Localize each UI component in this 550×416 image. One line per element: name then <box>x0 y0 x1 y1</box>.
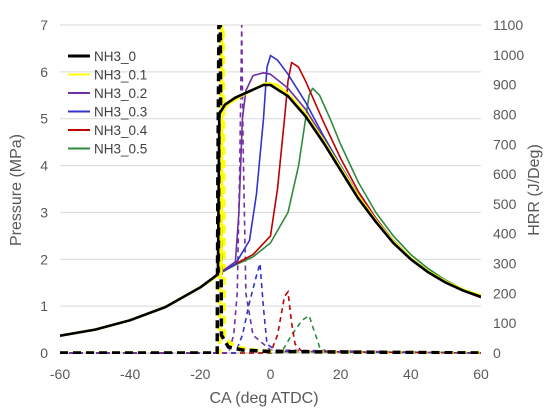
y2-tick-label: 600 <box>493 166 517 182</box>
y2-axis-title: HRR (J/Deg) <box>526 144 543 236</box>
y-tick-label: 2 <box>40 251 48 267</box>
y2-tick-label: 1000 <box>493 47 524 63</box>
tick-labels: -60 -40 -20 0 20 40 60012345670100200300400500… <box>40 17 524 382</box>
series-lines <box>60 25 481 354</box>
hrr-line-nh3-0-2 <box>60 25 481 354</box>
x-tick-label: -60 <box>50 366 70 382</box>
x-tick-label: -40 <box>120 366 140 382</box>
y2-tick-label: 700 <box>493 136 517 152</box>
y2-tick-label: 500 <box>493 196 517 212</box>
y2-tick-label: 1100 <box>493 17 523 33</box>
legend-label-nh3-0-2: NH3_0.2 <box>94 86 147 101</box>
y2-tick-label: 900 <box>493 77 517 93</box>
x-tick-label: 20 <box>333 366 349 382</box>
y2-tick-label: 200 <box>493 285 517 301</box>
y2-tick-label: 100 <box>493 315 517 331</box>
pressure-line-nh3-0-4 <box>60 61 481 337</box>
y-tick-label: 3 <box>40 204 48 220</box>
legend-label-nh3-0-1: NH3_0.1 <box>94 68 147 83</box>
y-tick-label: 0 <box>40 345 48 361</box>
pressure-line-nh3-0 <box>60 83 481 337</box>
pressure-line-nh3-0-1 <box>60 81 481 337</box>
x-tick-label: 0 <box>267 366 275 382</box>
x-tick-label: 40 <box>403 366 419 382</box>
y-tick-label: 5 <box>40 111 48 127</box>
x-axis-title: CA (deg ATDC) <box>209 390 318 407</box>
y-tick-label: 4 <box>40 158 48 174</box>
y-axis-title: Pressure (MPa) <box>8 134 25 246</box>
y2-tick-label: 400 <box>493 226 517 242</box>
hrr-line-nh3-0-3 <box>60 263 481 354</box>
y-tick-label: 7 <box>40 17 48 33</box>
y-tick-label: 6 <box>40 64 48 80</box>
y2-tick-label: 800 <box>493 106 517 122</box>
legend: NH3_0 NH3_0.1 NH3_0.2 NH3_0.3 NH3_0.4 NH3_0.5 <box>68 49 148 157</box>
x-tick-label: 60 <box>473 366 489 382</box>
y2-tick-label: 300 <box>493 256 517 272</box>
y-tick-label: 1 <box>40 298 48 314</box>
gridlines <box>60 24 481 307</box>
y2-tick-label: 0 <box>493 345 501 361</box>
hrr-line-nh3-0-4 <box>60 289 481 354</box>
legend-label-nh3-0-3: NH3_0.3 <box>94 105 147 120</box>
x-tick-label: -20 <box>190 366 210 382</box>
legend-label-nh3-0-5: NH3_0.5 <box>94 142 147 157</box>
legend-label-nh3-0-4: NH3_0.4 <box>94 123 148 138</box>
legend-label-nh3-0: NH3_0 <box>94 49 136 64</box>
